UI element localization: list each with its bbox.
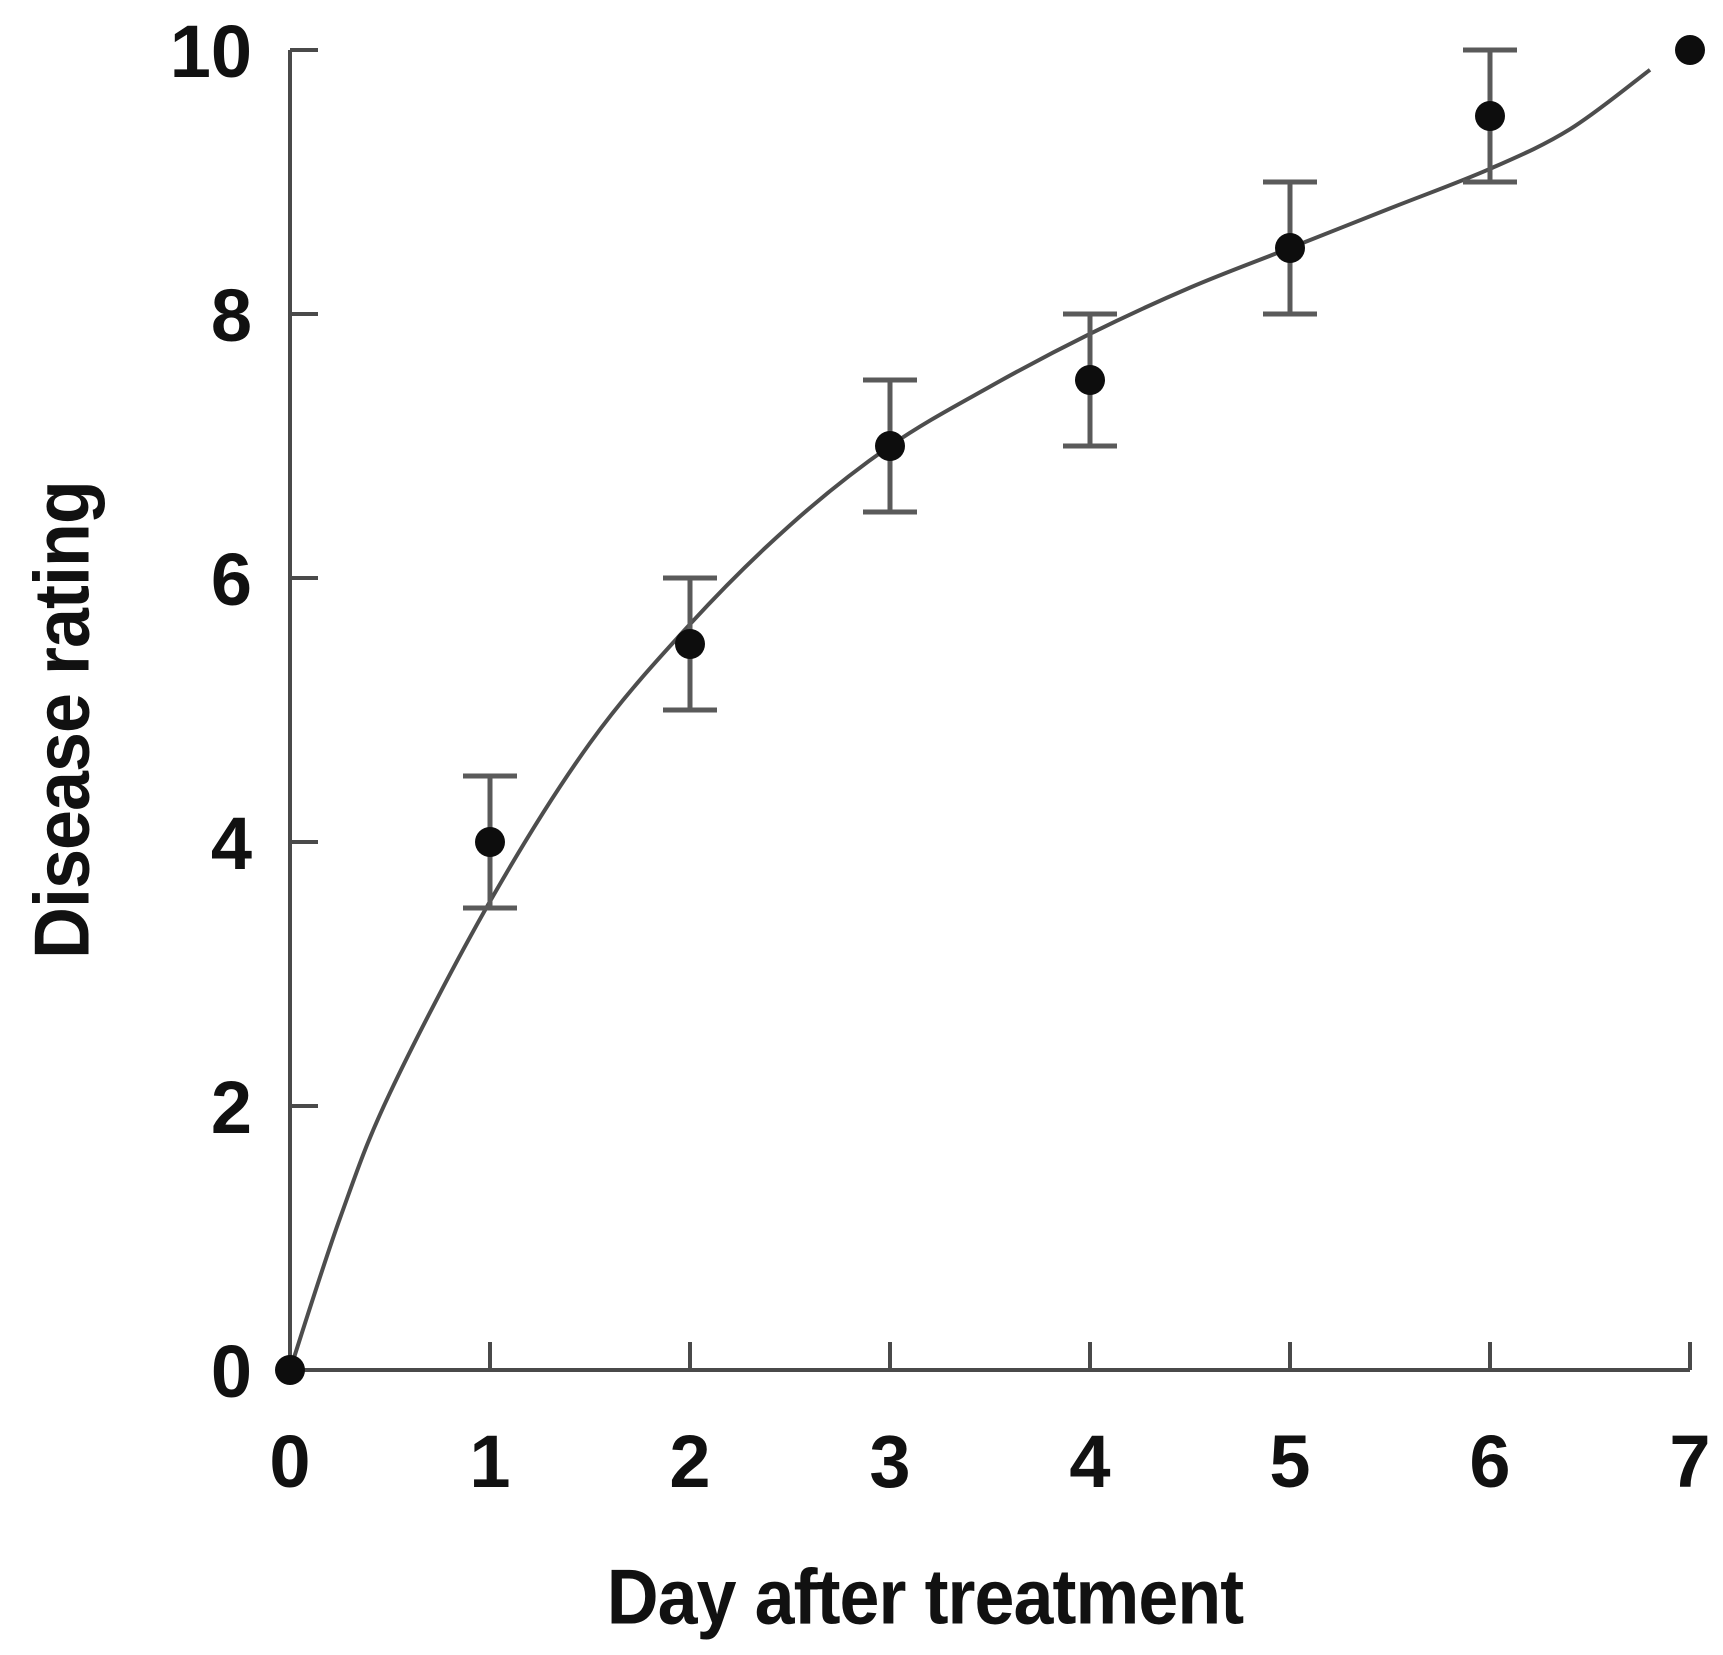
x-tick-label: 7 bbox=[1669, 1420, 1710, 1503]
y-tick-label: 6 bbox=[211, 538, 252, 621]
x-tick-label: 0 bbox=[269, 1420, 310, 1503]
y-tick-label: 8 bbox=[211, 274, 252, 357]
data-point bbox=[675, 629, 705, 659]
y-tick-label: 0 bbox=[211, 1330, 252, 1413]
data-point bbox=[475, 827, 505, 857]
axes-spine bbox=[288, 50, 1690, 1372]
data-point bbox=[1675, 35, 1705, 65]
fit-curve bbox=[288, 68, 1652, 1371]
x-tick-label: 4 bbox=[1069, 1420, 1110, 1503]
x-tick-label: 3 bbox=[869, 1420, 910, 1503]
x-axis-title: Day after treatment bbox=[606, 1552, 1244, 1641]
data-point bbox=[1475, 101, 1505, 131]
y-tick-label: 10 bbox=[170, 10, 252, 93]
y-tick-label: 4 bbox=[211, 802, 252, 885]
y-tick-label: 2 bbox=[211, 1066, 252, 1149]
x-tick-label: 1 bbox=[469, 1420, 510, 1503]
data-point bbox=[875, 431, 905, 461]
x-tick-label: 5 bbox=[1269, 1420, 1310, 1503]
data-point bbox=[275, 1355, 305, 1385]
data-point bbox=[1075, 365, 1105, 395]
x-tick-label: 6 bbox=[1469, 1420, 1510, 1503]
data-point bbox=[1275, 233, 1305, 263]
x-tick-label: 2 bbox=[669, 1420, 710, 1503]
